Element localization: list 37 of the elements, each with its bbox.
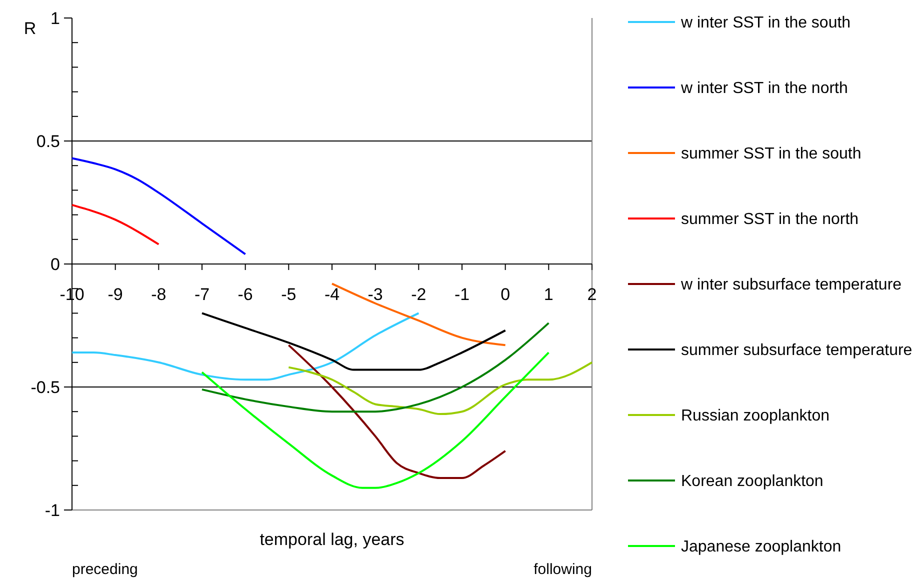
x-tick-label: -3	[368, 285, 383, 304]
x-tick-label: 2	[587, 285, 597, 304]
x-tick-label: -8	[151, 285, 166, 304]
x-tick-label: -9	[108, 285, 123, 304]
x-tick-label: -6	[238, 285, 253, 304]
line-series	[288, 361, 593, 416]
x-tick-label: -7	[194, 285, 210, 304]
x-tick-label: 0	[500, 285, 510, 304]
y-tick-label: -1	[44, 500, 60, 520]
legend-label: w inter SST in the north	[680, 80, 848, 98]
legend-label: Korean zooplankton	[681, 473, 824, 490]
line-series	[71, 312, 420, 381]
x-axis-title: temporal lag, years	[260, 530, 404, 549]
x-tick-label: 1	[544, 285, 554, 304]
legend-label: Japanese zooplankton	[681, 538, 842, 556]
x-tick-label: -2	[411, 285, 426, 304]
legend-label: Russian zooplankton	[681, 408, 830, 425]
y-tick-label: 0	[50, 254, 60, 274]
legend-label: summer SST in the south	[681, 146, 862, 163]
x-tick-label: -4	[324, 285, 340, 304]
x-tick-label: -1	[454, 285, 470, 304]
line-series	[71, 157, 246, 256]
line-series	[201, 322, 550, 413]
legend-label: w inter SST in the south	[680, 14, 851, 32]
y-tick-label: 1	[50, 8, 60, 28]
y-tick-label: 0.5	[36, 132, 60, 151]
legend-label: summer subsurface temperature	[681, 342, 912, 360]
legend-label: summer SST in the north	[681, 211, 859, 228]
text: preceding	[72, 561, 138, 578]
legend-label: w inter subsurface temperature	[680, 276, 902, 294]
y-axis-title: R	[24, 19, 36, 38]
line-series	[288, 344, 506, 480]
y-tick-label: -0.5	[30, 378, 60, 397]
line-series	[201, 352, 550, 489]
line-series	[201, 312, 506, 371]
text: following	[534, 561, 592, 578]
x-tick-label: -5	[281, 285, 296, 304]
